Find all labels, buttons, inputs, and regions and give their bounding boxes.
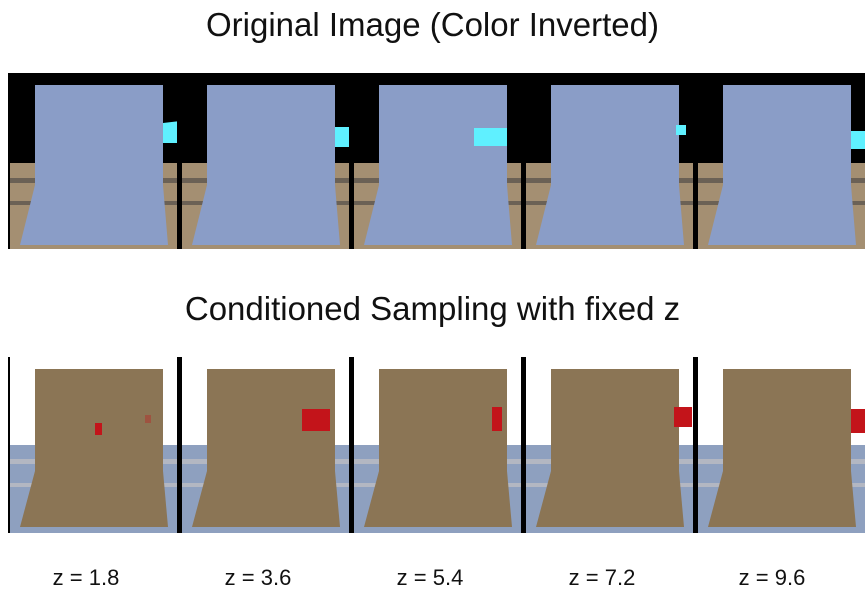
original-frame-render xyxy=(526,73,693,249)
original-frame-render xyxy=(354,73,521,249)
original-frame xyxy=(698,73,865,249)
sample-frame-render xyxy=(698,357,865,533)
sample-frame-render xyxy=(526,357,693,533)
original-image-strip xyxy=(8,73,865,249)
sample-frame-render xyxy=(10,357,177,533)
sample-frame xyxy=(182,357,349,533)
sample-frame-render xyxy=(354,357,521,533)
z-value-row: z = 1.8 z = 3.6 z = 5.4 z = 7.2 z = 9.6 xyxy=(0,565,865,595)
z-label: z = 9.6 xyxy=(738,565,806,590)
sample-frame-render xyxy=(182,357,349,533)
z-label: z = 1.8 xyxy=(52,565,120,590)
original-frame-render xyxy=(698,73,865,249)
original-frame xyxy=(182,73,349,249)
original-frame xyxy=(526,73,693,249)
z-label: z = 3.6 xyxy=(224,565,292,590)
original-frame-render xyxy=(10,73,177,249)
z-label: z = 7.2 xyxy=(568,565,636,590)
original-image-title: Original Image (Color Inverted) xyxy=(205,6,659,43)
original-frame xyxy=(354,73,521,249)
original-frame-render xyxy=(182,73,349,249)
sample-frame xyxy=(10,357,177,533)
sample-frame xyxy=(526,357,693,533)
sample-frame xyxy=(698,357,865,533)
conditioned-sampling-strip xyxy=(8,357,865,533)
original-frame xyxy=(10,73,177,249)
z-label: z = 5.4 xyxy=(396,565,464,590)
sample-frame xyxy=(354,357,521,533)
conditioned-sampling-title: Conditioned Sampling with fixed z xyxy=(184,290,681,327)
